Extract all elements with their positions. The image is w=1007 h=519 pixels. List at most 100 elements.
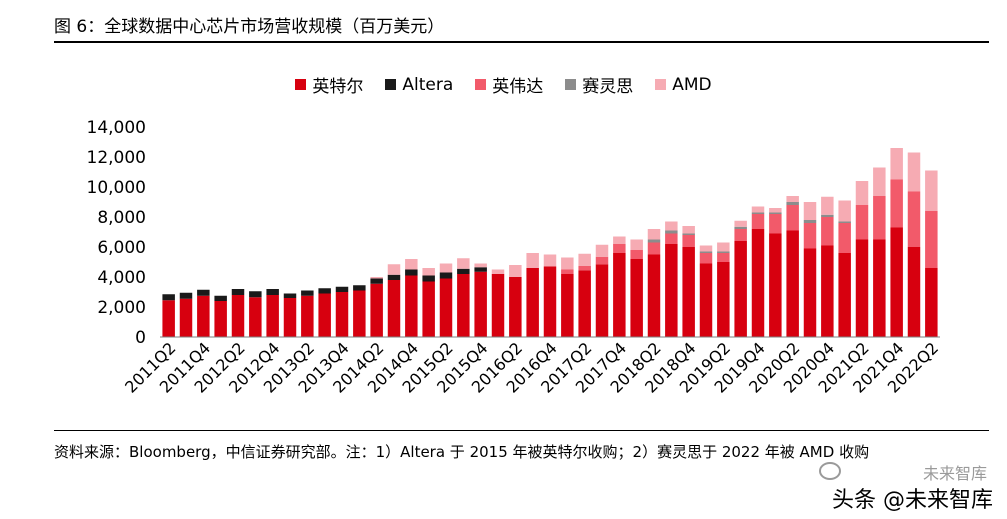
- bar-segment: [179, 292, 193, 299]
- bar-segment: [318, 293, 331, 337]
- legend-item: 赛灵思: [565, 72, 633, 97]
- bar-segment: [249, 291, 262, 298]
- bar-segment: [318, 288, 331, 294]
- bar-segment: [734, 241, 747, 337]
- bar-segment: [231, 289, 245, 295]
- wechat-icon: [819, 462, 841, 480]
- legend-label: 英特尔: [312, 77, 364, 97]
- title-underline: [54, 41, 989, 43]
- legend-item: AMD: [655, 72, 712, 97]
- bar-segment: [647, 254, 661, 337]
- bar-segment: [647, 242, 661, 255]
- bar-segment: [439, 272, 453, 279]
- bar-segment: [266, 289, 279, 295]
- stacked-bar-chart: 02,0004,0006,0008,00010,00012,00014,0002…: [87, 118, 943, 397]
- bar-segment: [457, 274, 470, 337]
- y-tick-label: 8,000: [97, 208, 146, 228]
- legend-item: 英伟达: [475, 72, 543, 97]
- legend-item: 英特尔: [295, 72, 363, 97]
- bar-segment: [925, 170, 938, 211]
- bar-segment: [769, 212, 782, 214]
- bar-segment: [925, 268, 938, 337]
- bar-segment: [682, 233, 695, 235]
- bar-segment: [838, 223, 851, 253]
- bar-segment: [890, 227, 903, 337]
- bar-segment: [509, 277, 522, 337]
- bar-segment: [370, 283, 383, 337]
- bar-segment: [283, 298, 297, 337]
- bar-segment: [647, 239, 661, 243]
- legend-label: 赛灵思: [582, 77, 634, 97]
- bar-segment: [422, 281, 435, 337]
- source-note: 资料来源：Bloomberg，中信证券研究部。注：1）Altera 于 2015…: [54, 443, 870, 461]
- bar-segment: [751, 229, 765, 337]
- bar-segment: [197, 289, 210, 296]
- bar-segment: [873, 239, 886, 337]
- bar-segment: [890, 179, 903, 228]
- bar-segment: [370, 277, 383, 279]
- bar-segment: [665, 244, 678, 337]
- bar-segment: [405, 269, 418, 276]
- bar-segment: [907, 152, 921, 192]
- bar-segment: [890, 148, 903, 180]
- bar-segment: [578, 265, 591, 271]
- legend-swatch: [385, 79, 397, 90]
- bar-segment: [734, 229, 747, 241]
- bar-segment: [474, 263, 487, 268]
- bar-segment: [769, 214, 782, 234]
- bar-segment: [561, 257, 574, 270]
- bar-segment: [907, 247, 921, 337]
- bar-segment: [855, 181, 869, 205]
- bar-segment: [786, 205, 799, 231]
- bar-segment: [474, 271, 487, 337]
- bar-segment: [803, 202, 817, 220]
- legend-swatch: [565, 79, 577, 90]
- bar-segment: [335, 286, 349, 292]
- bar-segment: [526, 268, 539, 337]
- bar-segment: [786, 202, 799, 205]
- bar-segment: [353, 290, 366, 337]
- bar-segment: [734, 226, 747, 229]
- bar-segment: [613, 253, 626, 337]
- bar-segment: [266, 295, 279, 337]
- figure-title: 图 6：全球数据中心芯片市场营收规模（百万美元）: [54, 17, 445, 37]
- bar-segment: [214, 301, 227, 337]
- legend-swatch: [655, 79, 667, 90]
- bar-segment: [283, 293, 297, 298]
- legend-label: 英伟达: [492, 77, 544, 97]
- bar-segment: [838, 253, 851, 337]
- bar-segment: [925, 211, 938, 268]
- y-tick-label: 14,000: [87, 118, 146, 138]
- y-tick-label: 10,000: [87, 178, 146, 198]
- bar-segment: [821, 217, 834, 246]
- legend-swatch: [295, 79, 307, 90]
- bar-segment: [665, 230, 678, 234]
- bar-segment: [370, 278, 383, 284]
- legend-item: Altera: [385, 72, 453, 97]
- bar-segment: [873, 196, 886, 240]
- bar-segment: [162, 294, 175, 301]
- bar-segment: [543, 266, 557, 337]
- bar-segment: [335, 292, 349, 337]
- bar-segment: [439, 263, 453, 273]
- bar-segment: [751, 214, 765, 229]
- bar-segment: [665, 221, 678, 231]
- bar-segment: [907, 191, 921, 247]
- bar-segment: [561, 274, 574, 337]
- bar-segment: [526, 253, 539, 268]
- bar-segment: [873, 167, 886, 196]
- bar-segment: [162, 300, 175, 337]
- bar-segment: [595, 244, 609, 257]
- bar-segment: [803, 220, 817, 223]
- bar-segment: [786, 230, 799, 337]
- bar-segment: [630, 239, 643, 250]
- legend-swatch: [475, 79, 487, 90]
- bar-segment: [509, 265, 522, 277]
- bar-segment: [491, 274, 505, 337]
- bar-segment: [751, 212, 765, 214]
- watermark-toutiao: 头条 @未来智库: [832, 488, 993, 513]
- bar-segment: [717, 253, 730, 262]
- bar-segment: [665, 233, 678, 244]
- bar-segment: [682, 247, 695, 337]
- legend-label: AMD: [672, 74, 712, 95]
